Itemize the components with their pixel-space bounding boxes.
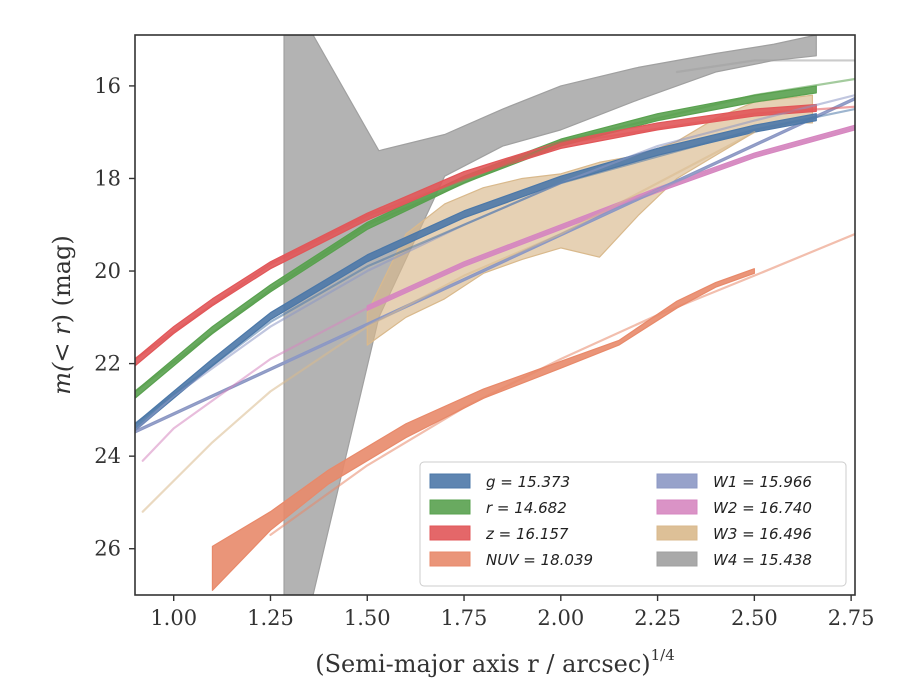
band-nuv: [211, 268, 755, 591]
legend-item-w2: W2 = 16.740: [656, 499, 812, 517]
legend-label: W1 = 15.966: [713, 473, 812, 491]
legend-swatch: [429, 499, 471, 515]
x-axis-title-text: (Semi-major axis r / arcsec): [315, 650, 650, 678]
x-tick-label: 1.50: [344, 606, 391, 630]
legend-swatch: [656, 473, 698, 489]
legend-swatch: [429, 525, 471, 541]
x-tick-label: 2.25: [634, 606, 681, 630]
y-axis-title-variable: r: [48, 322, 76, 335]
y-tick-label: 18: [94, 166, 121, 190]
legend-label: z = 16.157: [485, 525, 569, 543]
y-axis-title: m(< r) (mag): [48, 235, 76, 395]
band-g: [135, 113, 817, 432]
legend-swatch: [656, 525, 698, 541]
legend-item-r: r = 14.682: [429, 499, 567, 517]
model-line-r: [135, 77, 855, 393]
legend-swatch: [656, 499, 698, 515]
legend-item-w3: W3 = 16.496: [656, 525, 812, 543]
legend-swatch: [656, 551, 698, 567]
model-line-w4: [675, 59, 855, 74]
svg-text:m(< r) (mag): m(< r) (mag): [48, 235, 76, 395]
legend-item-w4: W4 = 15.438: [656, 551, 812, 569]
model-line-layer: [135, 59, 855, 536]
y-tick-label: 24: [94, 444, 121, 468]
x-tick-label: 1.25: [247, 606, 294, 630]
y-tick-label: 26: [94, 537, 121, 561]
svg-text:(Semi-major axis r / arcsec)1/: (Semi-major axis r / arcsec)1/4: [315, 646, 675, 678]
legend-label: W2 = 16.740: [713, 499, 812, 517]
model-line-nuv: [269, 232, 855, 536]
band-layer: [135, 35, 855, 595]
y-tick-label: 20: [94, 259, 121, 283]
y-tick-label: 16: [94, 74, 121, 98]
legend: g = 15.373 r = 14.682 z = 16.157 NUV = 18.0…: [419, 461, 847, 587]
x-axis-title-superscript: 1/4: [651, 646, 675, 664]
legend-label: NUV = 18.039: [486, 551, 593, 569]
y-axis-title-prefix: m(<: [48, 335, 76, 395]
legend-label: r = 14.682: [486, 499, 567, 517]
band-w2: [366, 124, 855, 311]
legend-label: g = 15.373: [486, 473, 570, 491]
legend-swatch: [429, 551, 471, 567]
legend-label: W3 = 16.496: [713, 525, 812, 543]
x-tick-label: 2.00: [537, 606, 584, 630]
x-axis: 1.00 1.25 1.50 1.75 2.00 2.25 2.50 2.75: [150, 595, 875, 630]
x-tick-label: 2.75: [828, 606, 875, 630]
model-line-z: [135, 105, 855, 361]
x-tick-label: 2.50: [731, 606, 778, 630]
x-axis-title: (Semi-major axis r / arcsec)1/4: [315, 646, 675, 678]
plot-frame: [134, 34, 856, 596]
x-tick-label: 1.75: [441, 606, 488, 630]
legend-label: W4 = 15.438: [713, 551, 812, 569]
band-w1: [135, 96, 855, 434]
legend-item-g: g = 15.373: [429, 473, 570, 491]
model-line-w3: [141, 131, 756, 513]
y-axis-title-suffix: ) (mag): [48, 235, 76, 323]
legend-swatch: [429, 473, 471, 489]
band-w4: [283, 35, 817, 595]
legend-item-w1: W1 = 15.966: [656, 473, 812, 491]
legend-box: [419, 461, 847, 587]
legend-item-z: z = 16.157: [429, 525, 569, 543]
legend-item-nuv: NUV = 18.039: [429, 551, 593, 569]
y-axis: 16 18 20 22 24 26: [94, 74, 135, 561]
model-line-g: [135, 107, 855, 425]
y-tick-label: 22: [94, 352, 121, 376]
model-line-w2: [141, 126, 855, 462]
x-tick-label: 1.00: [150, 606, 197, 630]
